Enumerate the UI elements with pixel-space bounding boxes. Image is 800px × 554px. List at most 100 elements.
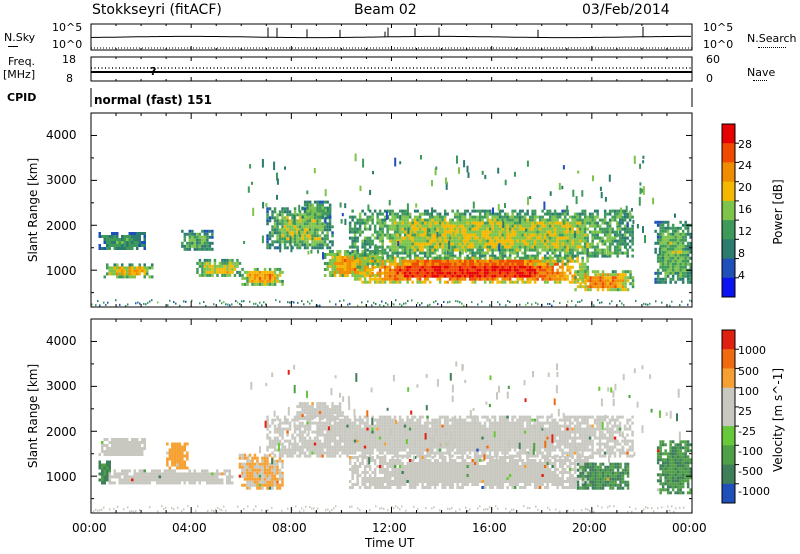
echo-cell xyxy=(411,236,414,240)
echo-cell xyxy=(308,212,312,216)
echo-cell xyxy=(116,266,119,270)
echo-cell xyxy=(481,170,484,175)
echo-cell xyxy=(689,241,692,245)
echo-cell xyxy=(106,263,109,267)
echo-cell xyxy=(568,251,572,255)
echo-cell xyxy=(518,236,522,240)
echo-cell xyxy=(556,215,559,219)
echo-cell xyxy=(131,438,134,441)
echo-cell xyxy=(618,218,622,222)
echo-cell xyxy=(453,268,457,272)
echo-cell xyxy=(548,248,552,252)
echo-cell xyxy=(506,239,509,243)
echo-cell xyxy=(666,247,670,251)
echo-cell xyxy=(343,265,347,268)
echo-cell xyxy=(341,274,344,277)
echo-cell xyxy=(669,244,672,248)
echo-cell xyxy=(143,247,146,250)
echo-cell xyxy=(173,460,177,464)
echo-cell xyxy=(248,486,252,490)
echo-cell xyxy=(626,251,629,255)
echo-cell xyxy=(621,227,624,231)
nsky-trace xyxy=(90,26,691,39)
echo-cell xyxy=(456,245,459,249)
echo-cell xyxy=(443,230,447,234)
echo-cell xyxy=(623,212,627,216)
echo-cell xyxy=(321,246,324,250)
echo-cell xyxy=(196,478,199,482)
echo-cell xyxy=(531,218,534,222)
echo-cell xyxy=(123,450,126,453)
echo-cell xyxy=(388,277,392,281)
echo-cell xyxy=(283,243,287,247)
echo-cell xyxy=(463,209,467,213)
echo-cell xyxy=(311,421,314,425)
echo-cell xyxy=(488,256,492,260)
echo-cell xyxy=(173,481,176,485)
echo-cell xyxy=(333,445,337,449)
echo-cell xyxy=(531,227,534,231)
echo-cell xyxy=(226,264,229,268)
echo-cell xyxy=(618,230,622,234)
echo-cell xyxy=(426,256,429,260)
echo-cell xyxy=(321,215,324,219)
echo-cell xyxy=(536,239,539,243)
echo-cell xyxy=(118,275,121,279)
echo-cell xyxy=(528,239,532,243)
echo-cell xyxy=(448,245,452,249)
echo-cell xyxy=(426,262,429,266)
echo-cell xyxy=(113,472,116,476)
echo-cell xyxy=(289,301,291,304)
echo-cell xyxy=(568,239,572,243)
echo-cell xyxy=(461,274,464,278)
echo-cell xyxy=(308,203,311,213)
echo-cell xyxy=(208,481,211,485)
echo-cell xyxy=(318,439,322,443)
echo-cell xyxy=(181,478,184,482)
echo-cell xyxy=(268,477,272,481)
echo-cell xyxy=(528,280,532,284)
echo-cell xyxy=(118,272,121,276)
echo-cell xyxy=(496,227,499,231)
echo-cell xyxy=(276,430,279,434)
echo-cell xyxy=(478,236,482,240)
echo-cell xyxy=(133,235,136,238)
echo-cell xyxy=(446,280,449,284)
echo-cell xyxy=(543,256,547,260)
echo-cell xyxy=(551,265,554,269)
echo-cell xyxy=(533,233,537,237)
echo-cell xyxy=(293,427,297,431)
echo-cell xyxy=(521,271,524,275)
echo-cell xyxy=(396,248,399,252)
echo-cell xyxy=(363,239,367,243)
echo-cell xyxy=(438,239,442,243)
echo-cell xyxy=(158,472,161,476)
echo-cell xyxy=(438,268,442,272)
echo-cell xyxy=(511,236,514,240)
echo-cell xyxy=(521,251,524,255)
echo-cell xyxy=(426,239,429,243)
echo-cell xyxy=(348,236,352,240)
echo-cell xyxy=(671,259,675,263)
echo-cell xyxy=(258,468,262,472)
echo-cell xyxy=(326,442,329,446)
echo-cell xyxy=(431,245,434,249)
echo-cell xyxy=(111,438,114,441)
echo-cell xyxy=(466,224,469,228)
echo-cell xyxy=(268,276,272,280)
echo-cell xyxy=(664,280,667,284)
echo-cell xyxy=(596,236,599,240)
echo-cell xyxy=(403,248,407,252)
echo-cell xyxy=(568,256,572,260)
echo-cell xyxy=(346,265,349,268)
echo-cell xyxy=(368,245,372,249)
echo-cell xyxy=(356,262,359,266)
echo-cell xyxy=(533,218,537,222)
echo-cell xyxy=(291,216,294,220)
echo-cell xyxy=(389,259,392,263)
echo-cell xyxy=(396,251,399,255)
echo-cell xyxy=(676,229,680,233)
echo-cell xyxy=(328,253,332,256)
echo-cell xyxy=(258,273,262,277)
echo-cell xyxy=(241,474,244,478)
